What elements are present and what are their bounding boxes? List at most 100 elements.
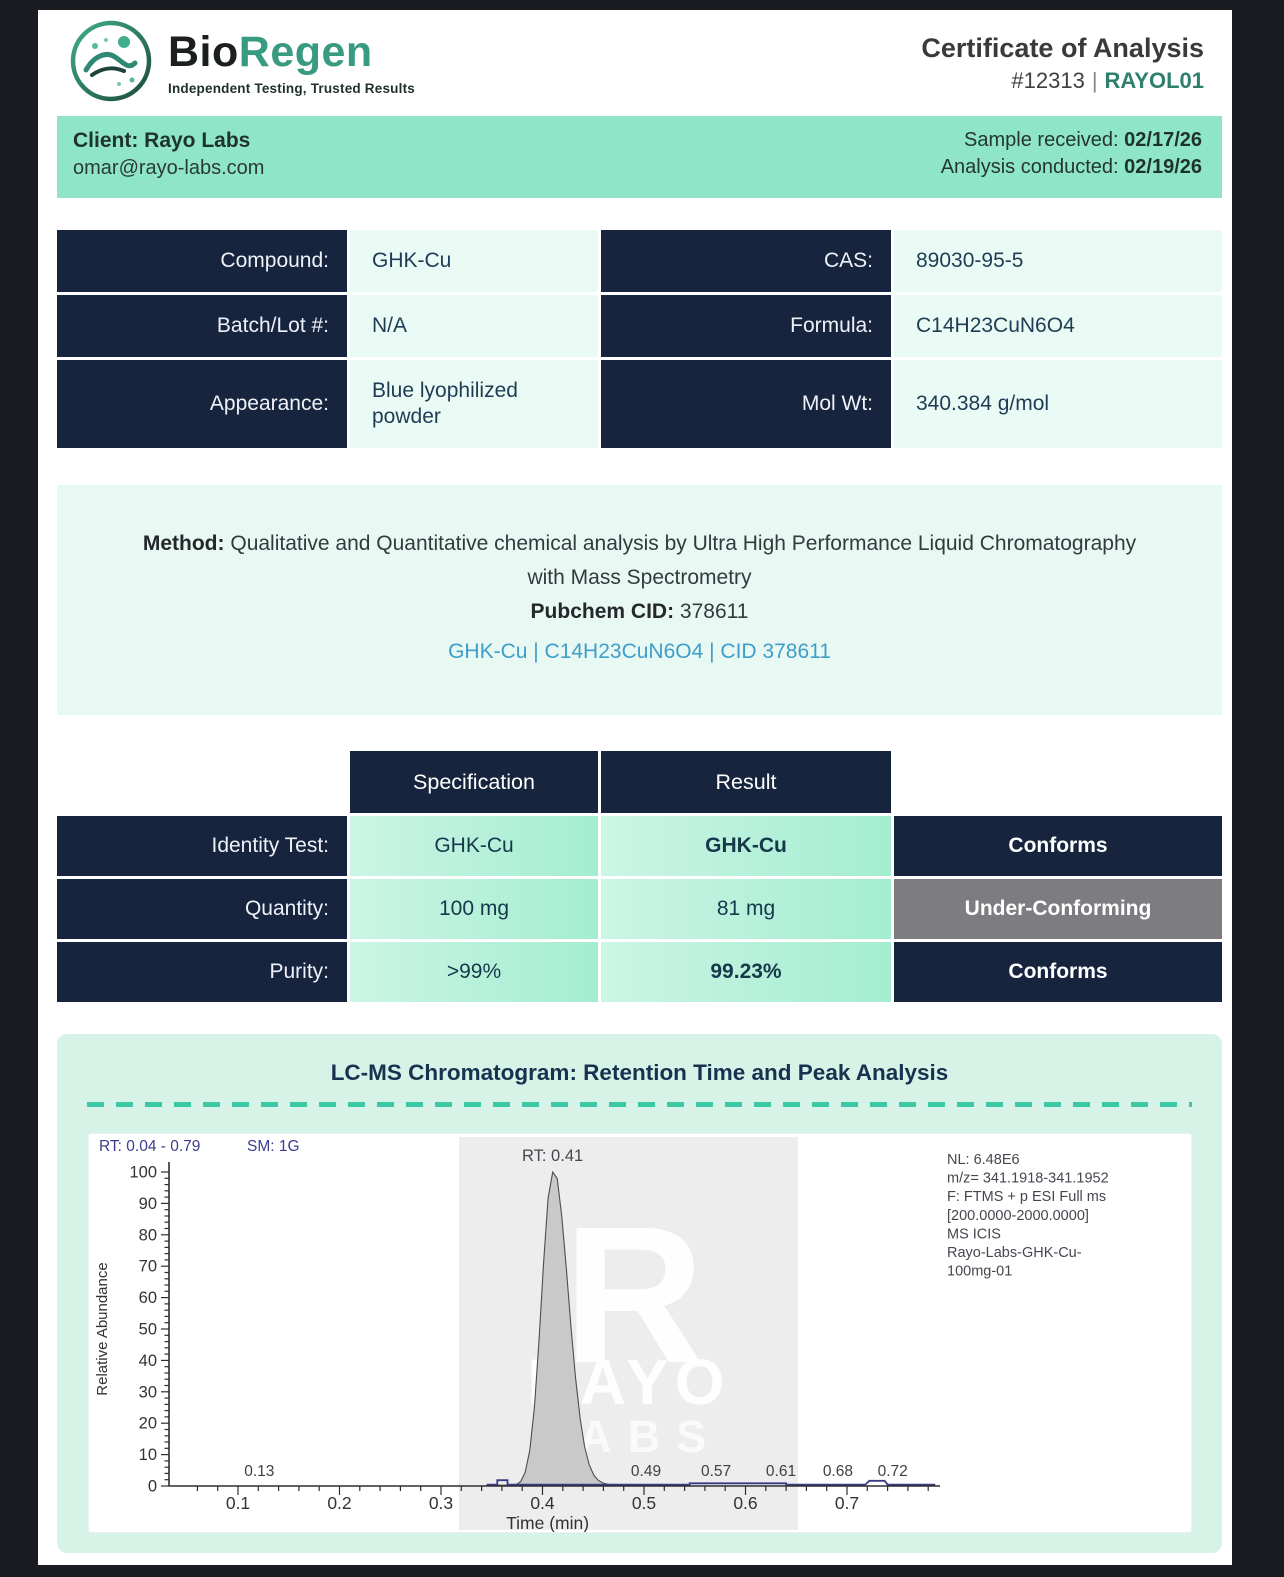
header-spacer-left: [57, 751, 347, 813]
client-left: Client: Rayo Labs omar@rayo-labs.com: [73, 129, 264, 184]
logo-text: BioRegen Independent Testing, Trusted Re…: [168, 27, 415, 96]
certificate-subtitle: #12313 | RAYOL01: [921, 68, 1204, 94]
svg-text:0: 0: [147, 1478, 156, 1496]
svg-text:10: 10: [138, 1446, 156, 1464]
appearance-label: Appearance:: [57, 360, 347, 448]
brand-tagline: Independent Testing, Trusted Results: [168, 80, 415, 96]
cas-label: CAS:: [601, 230, 891, 292]
svg-text:0.13: 0.13: [244, 1463, 274, 1480]
svg-text:20: 20: [138, 1415, 156, 1433]
analysis-conducted: Analysis conducted: 02/19/26: [940, 156, 1202, 178]
brand-name: BioRegen: [168, 27, 415, 76]
purity-result: 99.23%: [601, 942, 891, 1003]
results-table: Specification Result Identity Test: GHK-…: [57, 751, 1222, 1003]
formula-label: Formula:: [601, 295, 891, 357]
y-axis-title: Relative Abundance: [94, 1262, 111, 1395]
svg-text:0.7: 0.7: [834, 1493, 858, 1513]
specification-header: Specification: [350, 751, 598, 814]
svg-text:NL: 6.48E6: NL: 6.48E6: [947, 1152, 1020, 1168]
svg-text:0.57: 0.57: [701, 1463, 731, 1480]
identity-test-label: Identity Test:: [57, 816, 347, 877]
svg-text:F: FTMS + p ESI Full ms: F: FTMS + p ESI Full ms: [947, 1189, 1106, 1205]
client-name: Client: Rayo Labs: [73, 129, 251, 152]
sample-received: Sample received: 02/17/26: [964, 129, 1202, 151]
separator: |: [1091, 67, 1098, 93]
quantity-spec: 100 mg: [350, 879, 598, 940]
y-axis-ticks: 0 10 20 30 40 50 60 70 80 90 100: [129, 1164, 169, 1496]
batch-label: Batch/Lot #:: [57, 295, 347, 357]
client-code: RAYOL01: [1104, 67, 1204, 93]
baseline-trace: [486, 1479, 935, 1486]
baseline-annotations: 0.13 0.49 0.57 0.61 0.68 0.72: [244, 1463, 908, 1480]
scan-info-block: NL: 6.48E6 m/z= 341.1918-341.1952 F: FTMS …: [947, 1152, 1109, 1280]
svg-text:70: 70: [138, 1258, 156, 1276]
compound-label: Compound:: [57, 230, 347, 292]
svg-text:m/z= 341.1918-341.1952: m/z= 341.1918-341.1952: [947, 1171, 1109, 1187]
identity-test-result: GHK-Cu: [601, 816, 891, 877]
svg-text:30: 30: [138, 1383, 156, 1401]
method-label: Method:: [142, 532, 225, 555]
method-section: Method: Qualitative and Quantitative che…: [57, 485, 1222, 716]
pubchem-cid: Pubchem CID: 378611: [530, 600, 749, 624]
molwt-value: 340.384 g/mol: [894, 360, 1222, 448]
bioregen-logo-icon: [68, 18, 154, 109]
sample-dates: Sample received: 02/17/26 Analysis condu…: [941, 129, 1202, 184]
svg-text:0.6: 0.6: [733, 1493, 757, 1513]
compound-info-table: Compound: GHK-Cu CAS: 89030-95-5 Batch/L…: [57, 230, 1222, 448]
dashed-divider: [87, 1102, 1192, 1108]
chromatogram-title: LC-MS Chromatogram: Retention Time and P…: [330, 1060, 949, 1086]
sm-label: SM: 1G: [247, 1138, 300, 1155]
header-spacer-right: [894, 751, 1222, 813]
certificate-title: Certificate of Analysis: [921, 32, 1204, 63]
compound-value: GHK-Cu: [350, 230, 598, 292]
identity-test-status: Conforms: [894, 816, 1222, 877]
quantity-status: Under-Conforming: [894, 879, 1222, 940]
molwt-label: Mol Wt:: [601, 360, 891, 448]
header: BioRegen Independent Testing, Trusted Re…: [38, 10, 1232, 112]
certificate-heading: Certificate of Analysis #12313 | RAYOL01: [921, 33, 1204, 94]
method-text: Method: Qualitative and Quantitative che…: [142, 532, 1137, 590]
chromatogram-panel: R RAYO LABS 0 10 20 30 40 50 60 70 80 90 100 0.1 0.2 0.3…: [87, 1133, 1192, 1534]
chromatogram-section: LC-MS Chromatogram: Retention Time and P…: [57, 1034, 1222, 1554]
brand-name-bio: Bio: [168, 27, 239, 76]
quantity-label: Quantity:: [57, 879, 347, 940]
x-axis-ticks: 0.1 0.2 0.3 0.4 0.5 0.6 0.7: [196, 1486, 929, 1513]
svg-text:0.4: 0.4: [530, 1493, 555, 1513]
pubchem-link[interactable]: GHK-Cu | C14H23CuN6O4 | CID 378611: [448, 640, 831, 664]
x-axis-title: Time (min): [506, 1513, 589, 1533]
cas-value: 89030-95-5: [894, 230, 1222, 292]
purity-label: Purity:: [57, 942, 347, 1003]
rt-range-label: RT: 0.04 - 0.79: [99, 1138, 200, 1155]
svg-text:MS ICIS: MS ICIS: [947, 1226, 1001, 1242]
batch-value: N/A: [350, 295, 598, 357]
svg-text:0.68: 0.68: [822, 1463, 852, 1480]
client-info-bar: Client: Rayo Labs omar@rayo-labs.com Sam…: [57, 116, 1222, 198]
formula-value: C14H23CuN6O4: [894, 295, 1222, 357]
svg-text:80: 80: [138, 1226, 156, 1244]
purity-status: Conforms: [894, 942, 1222, 1003]
certificate-page: BioRegen Independent Testing, Trusted Re…: [38, 10, 1232, 1565]
svg-text:0.49: 0.49: [630, 1463, 660, 1480]
identity-test-spec: GHK-Cu: [350, 816, 598, 877]
appearance-value: Blue lyophilized powder: [350, 360, 598, 448]
quantity-result: 81 mg: [601, 879, 891, 940]
svg-text:0.1: 0.1: [225, 1493, 249, 1513]
brand-name-regen: Regen: [238, 27, 373, 76]
svg-text:90: 90: [138, 1195, 156, 1213]
result-header: Result: [601, 751, 891, 814]
peak-rt-annotation: RT: 0.41: [522, 1147, 583, 1165]
svg-text:0.72: 0.72: [877, 1463, 907, 1480]
certificate-number: #12313: [1011, 67, 1085, 93]
svg-text:0.5: 0.5: [631, 1493, 655, 1513]
client-email: omar@rayo-labs.com: [73, 157, 265, 179]
svg-text:0.2: 0.2: [327, 1493, 351, 1513]
purity-spec: >99%: [350, 942, 598, 1003]
svg-text:[200.0000-2000.0000]: [200.0000-2000.0000]: [947, 1208, 1089, 1224]
svg-text:0.61: 0.61: [765, 1463, 795, 1480]
svg-text:0.3: 0.3: [428, 1493, 452, 1513]
bioregen-logo: BioRegen Independent Testing, Trusted Re…: [68, 18, 415, 109]
svg-text:50: 50: [138, 1321, 156, 1339]
svg-text:40: 40: [138, 1352, 156, 1370]
